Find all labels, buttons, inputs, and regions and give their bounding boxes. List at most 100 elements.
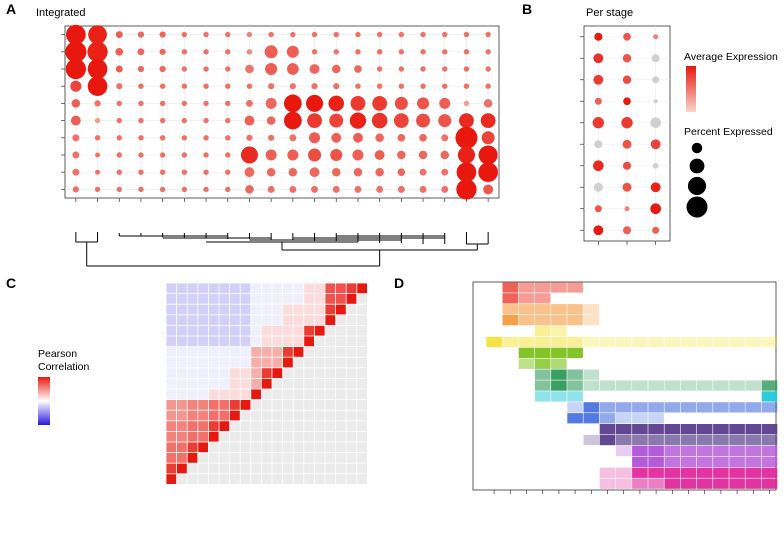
panel-b-dot <box>594 205 602 213</box>
panel-c-cell <box>240 474 251 484</box>
panel-a-dot <box>329 113 344 128</box>
panel-c-cell <box>336 294 346 304</box>
panel-c-cell <box>251 315 261 325</box>
panel-c-cell <box>208 336 219 347</box>
legend-corr-title-1: Pearson <box>38 348 77 360</box>
panel-d-cell <box>664 380 681 391</box>
panel-a-dot <box>441 134 449 142</box>
panel-d-cell <box>664 456 681 467</box>
panel-d-cell <box>680 336 697 348</box>
panel-d-cell <box>551 304 567 315</box>
panel-d-cell <box>696 467 713 478</box>
panel-c-cell <box>187 283 198 294</box>
panel-c-cell <box>230 421 240 431</box>
panel-d-cell <box>567 413 583 424</box>
panel-a-dot <box>95 152 101 158</box>
panel-c-cell <box>251 474 261 484</box>
panel-c-cell <box>314 378 325 389</box>
panel-c-cell <box>283 304 293 315</box>
panel-c-cell <box>219 378 230 389</box>
panel-a-dot <box>159 186 166 193</box>
panel-c-cell <box>283 442 293 453</box>
panel-a-dot <box>246 49 253 55</box>
panel-c-cell <box>325 336 336 347</box>
legend-percent-items <box>686 142 708 218</box>
panel-d-cell <box>583 304 600 315</box>
panel-a-dot <box>116 117 122 124</box>
panel-a-dot <box>268 134 275 141</box>
panel-d-cell <box>745 424 762 435</box>
panel-d-cell <box>632 380 648 391</box>
panel-c-cell <box>251 325 261 336</box>
panel-c-cell <box>293 400 304 410</box>
panel-c-cell <box>336 304 346 315</box>
panel-c-cell <box>346 368 357 378</box>
panel-d-cell <box>761 467 778 478</box>
panel-d-cell <box>551 347 567 358</box>
panel-d-cell <box>534 358 551 369</box>
panel-c-cell <box>230 400 240 410</box>
panel-a-dot <box>181 66 188 72</box>
panel-c-cell <box>230 347 240 357</box>
panel-c-cell <box>346 400 357 410</box>
panel-c-cell <box>166 336 177 347</box>
panel-a-dot <box>116 83 123 90</box>
panel-c-cell <box>187 315 198 325</box>
panel-c-cell <box>346 474 357 484</box>
panel-c-cell <box>325 410 336 421</box>
panel-a-dot <box>306 94 324 112</box>
panel-b-dot <box>622 139 632 149</box>
panel-a-dot <box>283 111 302 130</box>
panel-c-cell <box>230 304 240 315</box>
panel-c-cell <box>357 410 367 421</box>
panel-d-cell <box>551 358 567 369</box>
panel-c-cell <box>177 336 187 347</box>
panel-a-dot <box>418 150 428 160</box>
panel-a-dot <box>181 100 188 107</box>
panel-a-dot <box>225 31 231 38</box>
panel-a-dot <box>289 134 297 142</box>
panel-d-cell <box>680 478 697 489</box>
panel-d-cell <box>567 304 583 315</box>
panel-a-dot <box>398 49 405 55</box>
panel-c-cell <box>336 431 346 442</box>
panel-c-cell <box>166 442 177 453</box>
panel-c-cell <box>272 389 283 400</box>
panel-c-cell <box>304 378 314 389</box>
panel-c-cell <box>187 294 198 304</box>
panel-d-cell <box>615 434 632 446</box>
panel-a-dot <box>376 185 384 193</box>
panel-c-cell <box>314 368 325 378</box>
panel-c-cell <box>198 400 208 410</box>
panel-c-cell <box>240 336 251 347</box>
panel-a-dot <box>355 31 361 38</box>
panel-c-cell <box>187 357 198 368</box>
panel-b-dot <box>593 74 604 85</box>
panel-c-cell <box>293 283 304 294</box>
panel-c-cell <box>208 463 219 474</box>
panel-c-cell <box>336 336 346 347</box>
panel-c-cell <box>187 474 198 484</box>
panel-a-dot <box>244 115 255 126</box>
panel-c-cell <box>219 315 230 325</box>
panel-c-cell <box>187 442 198 453</box>
panel-a-dot <box>225 135 231 141</box>
panel-c-cell <box>293 474 304 484</box>
panel-c-cell <box>346 453 357 463</box>
panel-a-dot <box>87 76 108 97</box>
panel-c-cell <box>346 442 357 453</box>
panel-a-dot <box>309 64 320 74</box>
panel-a-dot <box>352 149 364 161</box>
panel-a-dot <box>115 31 123 39</box>
panel-a-dot <box>442 31 448 38</box>
panel-c-cell <box>346 336 357 347</box>
panel-c-cell <box>177 294 187 304</box>
panel-c-cell <box>219 294 230 304</box>
legend-percent-dot <box>686 196 708 218</box>
panel-d-cell <box>729 478 745 489</box>
panel-d-cell <box>599 402 616 413</box>
panel-a-dot <box>290 31 296 38</box>
panel-c-cell <box>219 463 230 474</box>
panel-c-cell <box>187 431 198 442</box>
panel-c-cell <box>293 294 304 304</box>
